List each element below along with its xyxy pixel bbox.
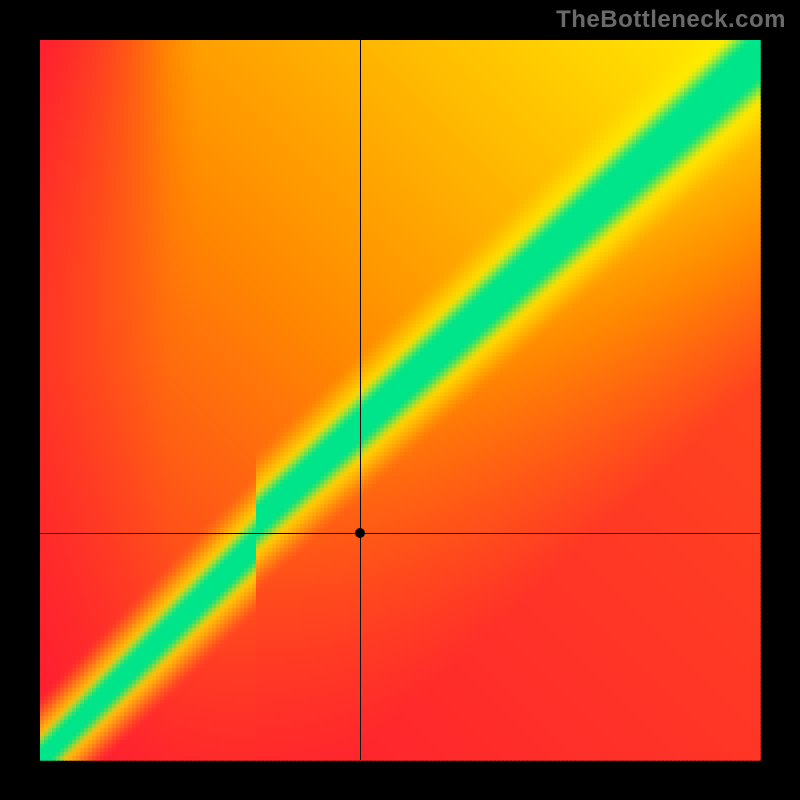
crosshair-horizontal — [40, 533, 760, 534]
chart-container: TheBottleneck.com — [0, 0, 800, 800]
bottleneck-heatmap — [0, 0, 800, 800]
watermark-text: TheBottleneck.com — [556, 6, 786, 34]
crosshair-vertical — [360, 40, 361, 760]
